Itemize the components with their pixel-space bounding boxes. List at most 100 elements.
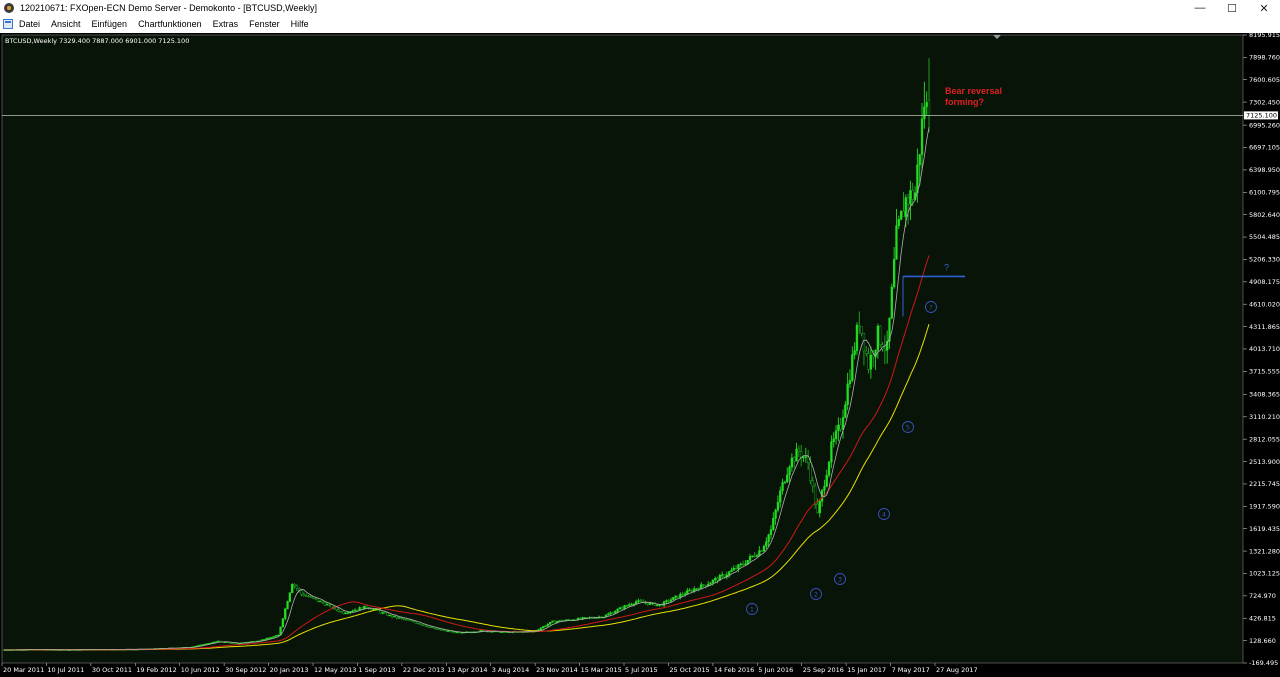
candle-body [351,610,354,613]
candle-body [637,600,640,602]
candle-body [927,99,931,116]
y-tick-label: 724.970 [1249,592,1276,600]
candle-body [714,578,717,581]
candle-body [809,462,812,482]
menu-fenster[interactable]: Fenster [249,19,280,29]
candle-body [811,480,814,487]
candle-body [379,610,382,614]
candle-body [414,621,417,624]
candle-body [325,604,329,606]
candle-body [428,626,431,628]
candle-body [316,598,319,602]
x-tick-label: 30 Oct 2011 [92,666,132,674]
candle-body [314,597,317,600]
current-price-tag [1244,111,1278,120]
candle-body [342,611,345,614]
y-tick-label: 2215.745 [1249,480,1280,488]
candle-body [841,417,845,430]
close-button[interactable]: ✕ [1259,2,1269,15]
candle-body [920,118,924,155]
candle-body [553,620,556,623]
candle-body [825,474,828,487]
candle-body [781,482,784,491]
candle-body [607,613,610,616]
candle-body [558,620,561,622]
candle-body [734,568,738,570]
candle-body [381,612,384,614]
candle-body [911,190,914,200]
chart-window-icon[interactable] [3,19,13,29]
candle-body [827,461,831,476]
y-tick-label: 5206.330 [1249,256,1280,264]
menu-einfuegen[interactable]: Einfügen [91,19,128,29]
minimize-button[interactable]: — [1194,2,1206,14]
chart-window[interactable]: 8195.915 7898.760 7600.605 7302.450 6995.260… [0,33,1280,677]
candle-body [328,604,331,606]
candle-body [623,605,626,609]
candle-body [409,619,412,622]
y-tick-label: 6995.260 [1249,121,1280,129]
candle-body [883,348,886,351]
x-tick-label: 5 Jul 2015 [625,666,658,674]
y-tick-label: 4610.020 [1249,300,1280,308]
candle-body [727,571,731,576]
y-tick-label: 4908.175 [1249,278,1280,286]
candle-body [741,563,745,566]
y-tick-label: 3408.365 [1249,391,1280,399]
candle-body [874,349,877,358]
candle-body [288,592,292,602]
candle-body [762,545,766,552]
y-tick-label: 7600.605 [1249,76,1280,84]
wave-marker-label: 3 [838,576,842,584]
candle-body [779,490,782,503]
menu-datei[interactable]: Datei [19,19,41,29]
metatrader-app-icon [4,3,14,13]
candle-body [902,211,905,217]
x-tick-label: 12 May 2013 [314,666,356,674]
candle-body [318,600,322,603]
wave-marker-label: 5 [906,424,910,432]
candle-body [300,590,303,595]
candle-body [435,628,438,630]
candle-body [686,590,689,595]
x-tick-label: 15 Jan 2017 [847,666,886,674]
candle-body [430,626,433,629]
candle-body [402,618,405,620]
candle-body [765,541,768,547]
candle-body [384,612,387,614]
maximize-button[interactable]: ☐ [1227,2,1237,15]
candle-body [709,582,712,585]
candle-body [925,102,928,108]
y-tick-label: 5504.485 [1249,233,1280,241]
candle-body [769,529,773,536]
candle-body [614,611,617,614]
candle-body [358,607,361,611]
candle-body [397,617,401,619]
candle-body [816,504,819,514]
price-chart[interactable]: 8195.915 7898.760 7600.605 7302.450 6995.260… [0,33,1280,677]
menu-ansicht[interactable]: Ansicht [51,19,81,29]
annotation-line-2: forming? [945,97,984,107]
candle-body [665,600,668,602]
x-tick-label: 1 Sep 2013 [358,666,395,674]
wave-marker-label: ? [929,304,932,312]
candle-body [655,604,659,606]
candle-body [446,630,450,632]
menu-extras[interactable]: Extras [212,19,239,29]
candle-body [755,555,759,557]
candle-body [895,225,898,260]
current-price-label: 7125.100 [1246,112,1277,120]
x-tick-label: 20 Jan 2013 [270,666,309,674]
level-question-mark: ? [944,262,949,272]
candle-body [337,609,340,612]
x-tick-label: 7 May 2017 [892,666,930,674]
menu-hilfe[interactable]: Hilfe [290,19,309,29]
candle-body [360,607,364,610]
candle-body [546,623,549,627]
candle-body [648,602,652,605]
menu-chartfunktionen[interactable]: Chartfunktionen [138,19,202,29]
candle-body [365,605,368,608]
x-tick-label: 5 Jun 2016 [758,666,793,674]
candle-body [721,574,724,576]
window-titlebar: 120210671: FXOpen-ECN Demo Server - Demo… [0,0,1280,16]
